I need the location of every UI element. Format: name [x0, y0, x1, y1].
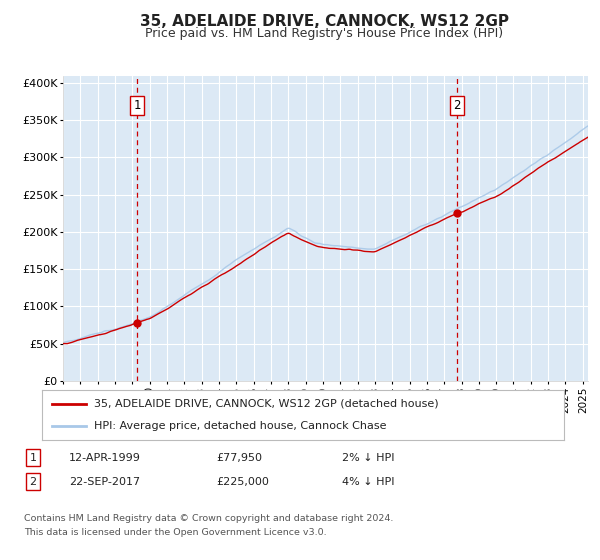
Text: 1: 1 — [29, 452, 37, 463]
Text: 1: 1 — [133, 99, 141, 112]
Text: 4% ↓ HPI: 4% ↓ HPI — [342, 477, 395, 487]
Text: HPI: Average price, detached house, Cannock Chase: HPI: Average price, detached house, Cann… — [94, 421, 387, 431]
Text: £77,950: £77,950 — [216, 452, 262, 463]
Text: 2% ↓ HPI: 2% ↓ HPI — [342, 452, 395, 463]
Text: Contains HM Land Registry data © Crown copyright and database right 2024.: Contains HM Land Registry data © Crown c… — [24, 514, 394, 523]
Text: 22-SEP-2017: 22-SEP-2017 — [69, 477, 140, 487]
Text: Price paid vs. HM Land Registry's House Price Index (HPI): Price paid vs. HM Land Registry's House … — [145, 27, 503, 40]
Text: 35, ADELAIDE DRIVE, CANNOCK, WS12 2GP: 35, ADELAIDE DRIVE, CANNOCK, WS12 2GP — [139, 14, 509, 29]
Text: 35, ADELAIDE DRIVE, CANNOCK, WS12 2GP (detached house): 35, ADELAIDE DRIVE, CANNOCK, WS12 2GP (d… — [94, 399, 439, 409]
Text: 2: 2 — [453, 99, 460, 112]
Text: 12-APR-1999: 12-APR-1999 — [69, 452, 141, 463]
Text: £225,000: £225,000 — [216, 477, 269, 487]
Text: 2: 2 — [29, 477, 37, 487]
Text: This data is licensed under the Open Government Licence v3.0.: This data is licensed under the Open Gov… — [24, 528, 326, 537]
